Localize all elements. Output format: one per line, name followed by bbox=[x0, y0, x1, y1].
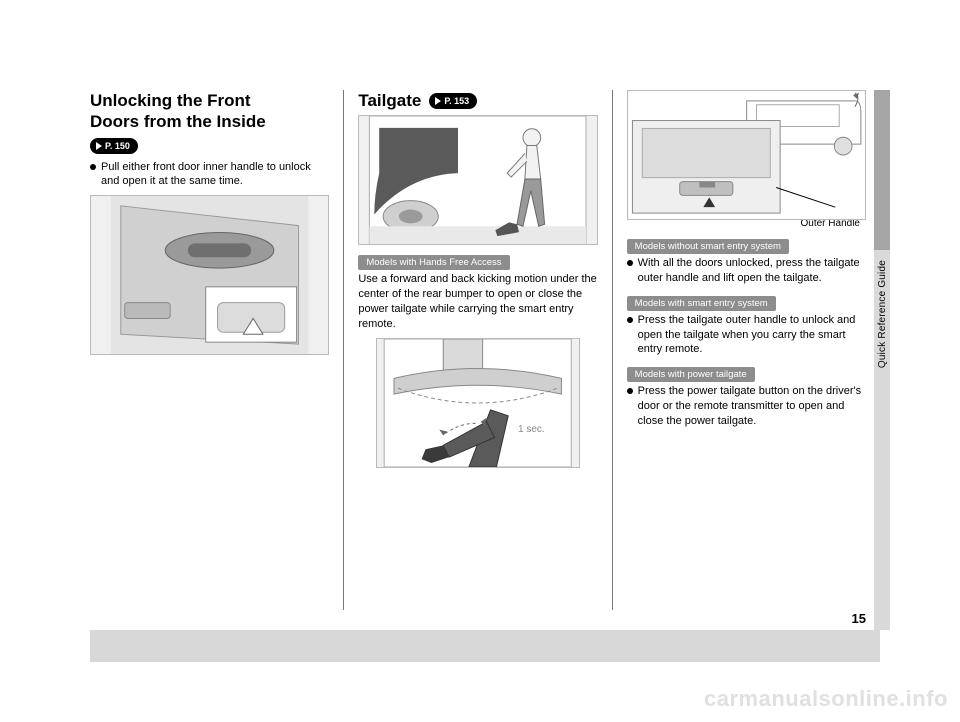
section-title-tailgate: Tailgate bbox=[358, 90, 421, 111]
rear-svg bbox=[628, 91, 865, 219]
pill-arrow-icon bbox=[435, 97, 441, 105]
bullet-text: With all the doors unlocked, press the t… bbox=[638, 256, 866, 286]
model-tag-2: Models with power tailgate bbox=[627, 367, 755, 382]
foot-timing-label: 1 sec. bbox=[518, 424, 545, 435]
title-line-1: Unlocking the Front bbox=[90, 91, 251, 110]
bullet-dot-icon bbox=[627, 388, 633, 394]
title-line-2: Doors from the Inside bbox=[90, 112, 266, 131]
columns: Unlocking the Front Doors from the Insid… bbox=[90, 90, 880, 610]
column-2: Tailgate P. 153 bbox=[343, 90, 611, 610]
page-ref-text: P. 150 bbox=[105, 140, 130, 152]
bullet-block-1: Press the tailgate outer handle to unloc… bbox=[627, 313, 866, 358]
illustration-door-handle bbox=[90, 195, 329, 355]
bullet-text: Press the power tailgate button on the d… bbox=[638, 384, 866, 429]
kick-svg bbox=[359, 116, 596, 244]
page-ref-text: P. 153 bbox=[444, 95, 469, 107]
bullet-dot-icon bbox=[627, 317, 633, 323]
page-ref-pill-150: P. 150 bbox=[90, 138, 138, 154]
column-1: Unlocking the Front Doors from the Insid… bbox=[90, 90, 343, 610]
title-row-tailgate: Tailgate P. 153 bbox=[358, 90, 597, 111]
side-tab-accent bbox=[874, 90, 890, 250]
bullet-dot-icon bbox=[627, 260, 633, 266]
illustration-foot-under-bumper: 1 sec. bbox=[376, 338, 579, 468]
bullet-block-2: Press the power tailgate button on the d… bbox=[627, 384, 866, 429]
model-tag-hands-free: Models with Hands Free Access bbox=[358, 255, 509, 270]
section-title-unlocking: Unlocking the Front Doors from the Insid… bbox=[90, 90, 329, 133]
page-ref-pill-153: P. 153 bbox=[429, 93, 477, 109]
watermark: carmanualsonline.info bbox=[704, 686, 948, 712]
model-tag-1: Models with smart entry system bbox=[627, 296, 776, 311]
pill-arrow-icon bbox=[96, 142, 102, 150]
side-tab-label: Quick Reference Guide bbox=[877, 260, 888, 368]
model-tag-0: Models without smart entry system bbox=[627, 239, 789, 254]
column-3: Outer Handle Models without smart entry … bbox=[612, 90, 880, 610]
bullet-unlock-door: Pull either front door inner handle to u… bbox=[90, 160, 329, 190]
bullet-text: Pull either front door inner handle to u… bbox=[101, 160, 329, 190]
illustration-kicking-person bbox=[358, 115, 597, 245]
bullet-text: Press the tailgate outer handle to unloc… bbox=[638, 313, 866, 358]
illustration-rear-tailgate bbox=[627, 90, 866, 220]
foot-svg bbox=[377, 339, 578, 467]
page-number: 15 bbox=[852, 611, 866, 626]
bullet-dot-icon bbox=[90, 164, 96, 170]
page-content: Unlocking the Front Doors from the Insid… bbox=[90, 90, 880, 630]
body-text-kick: Use a forward and back kicking motion un… bbox=[358, 272, 597, 331]
door-handle-svg bbox=[91, 196, 328, 354]
bullet-block-0: With all the doors unlocked, press the t… bbox=[627, 256, 866, 286]
bottom-bar bbox=[90, 630, 880, 662]
